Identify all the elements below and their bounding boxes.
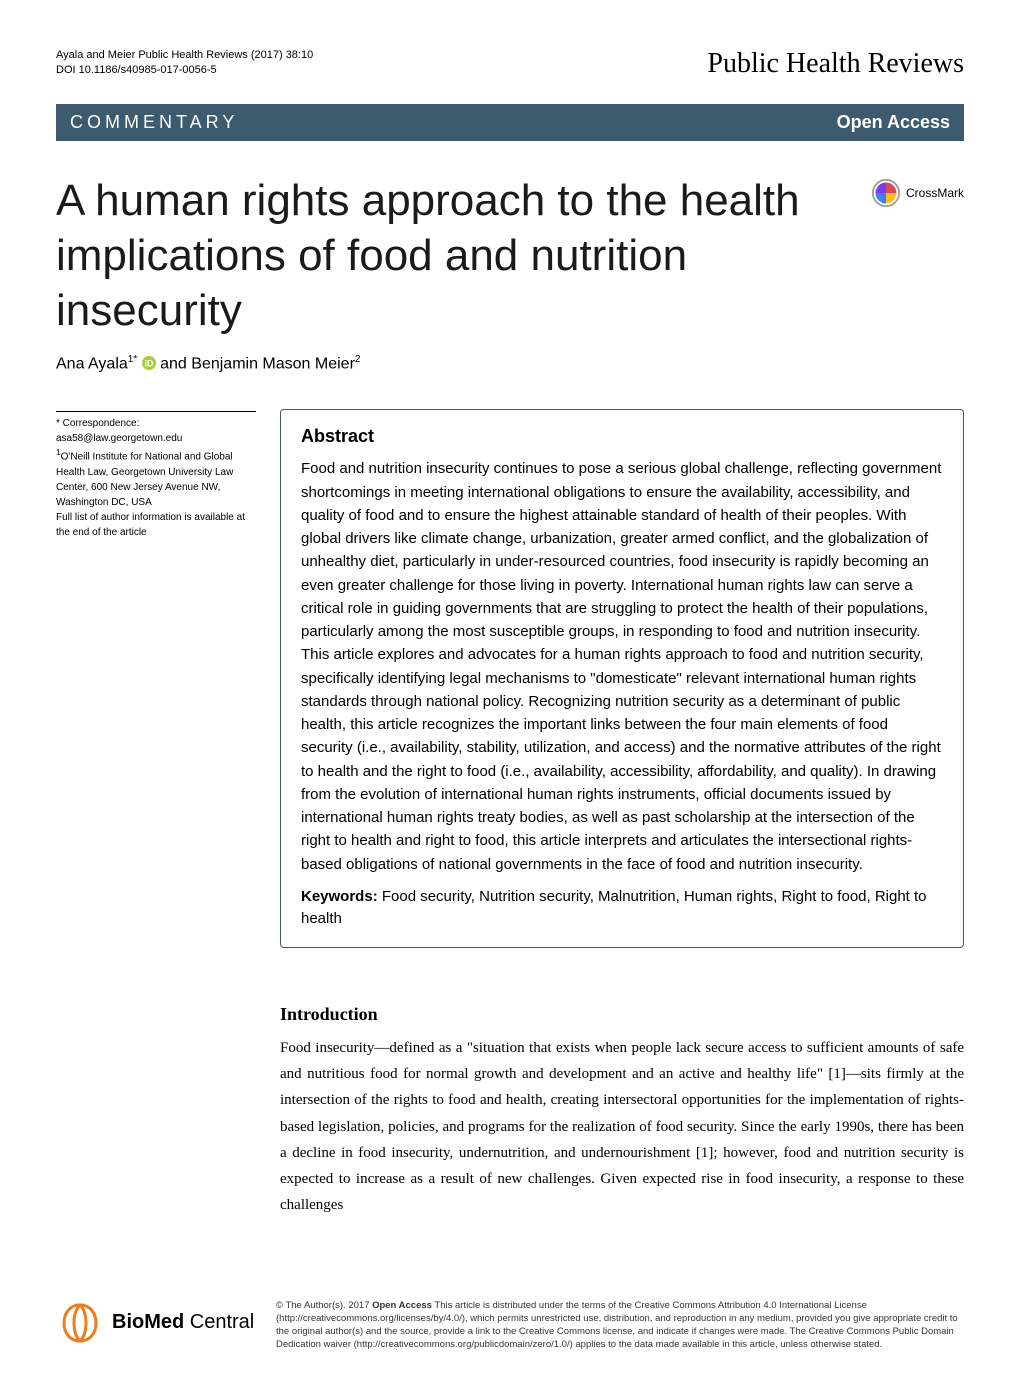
introduction-text: Food insecurity—defined as a "situation … bbox=[280, 1035, 964, 1219]
biomedcentral-logo: BioMed Central bbox=[56, 1299, 256, 1347]
keywords-label: Keywords: bbox=[301, 888, 378, 905]
license-text: © The Author(s). 2017 Open Access This a… bbox=[276, 1299, 964, 1352]
affil-text: O'Neill Institute for National and Globa… bbox=[56, 452, 233, 508]
bmc-brand-text: BioMed Central bbox=[112, 1311, 254, 1334]
author-name: Benjamin Mason Meier bbox=[191, 355, 355, 372]
divider bbox=[56, 411, 256, 412]
bmc-icon bbox=[56, 1299, 104, 1347]
svg-text:iD: iD bbox=[144, 359, 153, 369]
crossmark-icon bbox=[872, 179, 900, 207]
full-list-note: Full list of author information is avail… bbox=[56, 510, 256, 540]
bmc-rest: Central bbox=[184, 1311, 254, 1333]
bmc-bold: BioMed bbox=[112, 1311, 184, 1333]
citation-block: Ayala and Meier Public Health Reviews (2… bbox=[56, 48, 313, 79]
author-name: Ana Ayala bbox=[56, 355, 128, 372]
author-sup: 1* bbox=[128, 354, 137, 365]
article-type-label: COMMENTARY bbox=[70, 112, 238, 133]
doi-text: DOI 10.1186/s40985-017-0056-5 bbox=[56, 63, 313, 78]
orcid-icon[interactable]: iD bbox=[142, 356, 156, 370]
author-sup: 2 bbox=[355, 354, 361, 365]
page-footer: BioMed Central © The Author(s). 2017 Ope… bbox=[0, 1299, 1020, 1392]
author-list: Ana Ayala1* iD and Benjamin Mason Meier2 bbox=[56, 354, 964, 373]
abstract-box: Abstract Food and nutrition insecurity c… bbox=[280, 409, 964, 948]
copyright: © The Author(s). 2017 bbox=[276, 1300, 372, 1311]
correspondence-email[interactable]: asa58@law.georgetown.edu bbox=[56, 433, 182, 444]
correspondence-label: * Correspondence: bbox=[56, 416, 256, 431]
citation-line: Ayala and Meier Public Health Reviews (2… bbox=[56, 48, 313, 63]
citation-authors: Ayala and Meier Public Health Reviews (2… bbox=[56, 49, 313, 61]
introduction-heading: Introduction bbox=[280, 1004, 964, 1025]
open-access-bold: Open Access bbox=[372, 1300, 432, 1311]
article-type-banner: COMMENTARY Open Access bbox=[56, 104, 964, 141]
article-title: A human rights approach to the health im… bbox=[56, 173, 832, 338]
open-access-label: Open Access bbox=[837, 112, 950, 133]
abstract-heading: Abstract bbox=[301, 426, 943, 447]
correspondence-column: * Correspondence: asa58@law.georgetown.e… bbox=[56, 409, 256, 539]
abstract-text: Food and nutrition insecurity continues … bbox=[301, 457, 943, 876]
crossmark-badge[interactable]: CrossMark bbox=[872, 179, 964, 207]
and-separator: and bbox=[160, 355, 191, 372]
page-header: Ayala and Meier Public Health Reviews (2… bbox=[56, 48, 964, 80]
journal-name: Public Health Reviews bbox=[707, 48, 964, 80]
keywords-line: Keywords: Food security, Nutrition secur… bbox=[301, 886, 943, 931]
crossmark-label: CrossMark bbox=[906, 186, 964, 200]
keywords-text: Food security, Nutrition security, Malnu… bbox=[301, 888, 927, 928]
